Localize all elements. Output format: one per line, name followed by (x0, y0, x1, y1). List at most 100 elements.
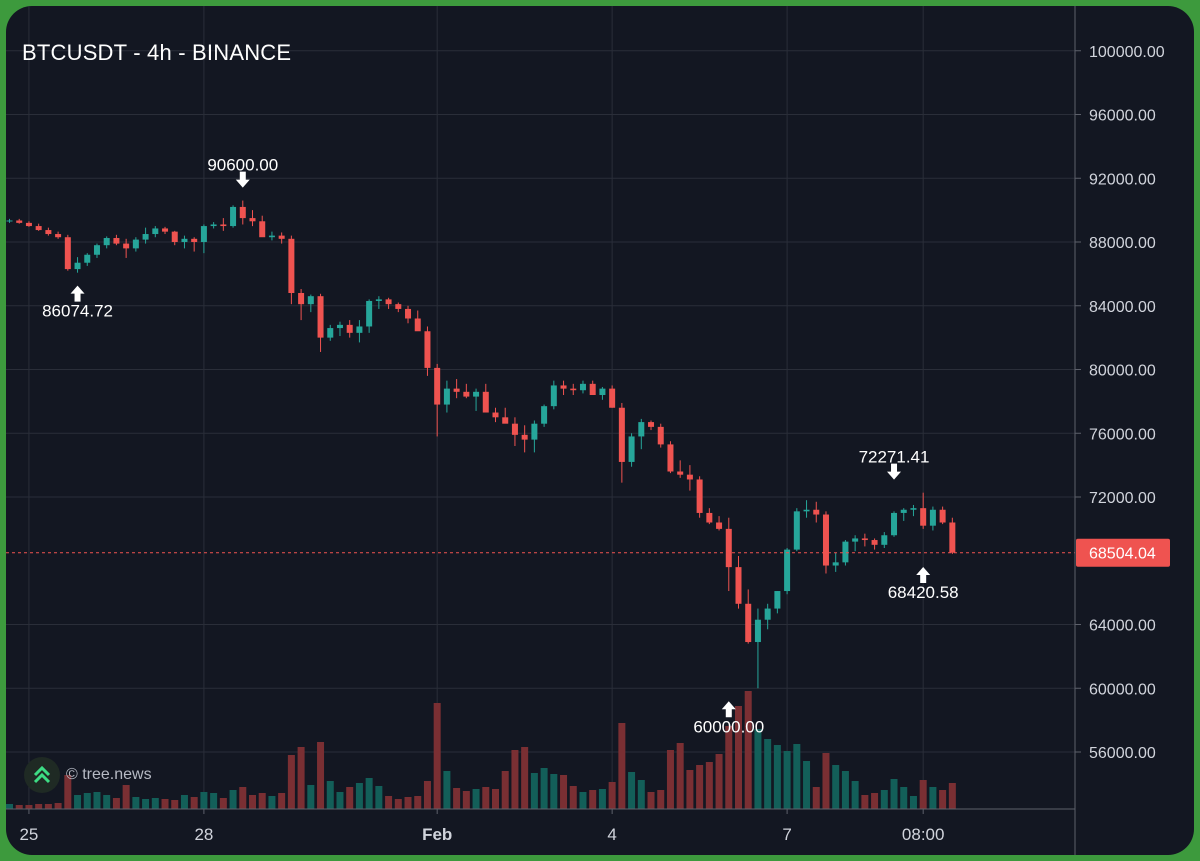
candle-body (288, 238, 295, 293)
candle-body (511, 423, 518, 435)
candle (842, 540, 849, 566)
candle (6, 218, 13, 223)
candle-body (609, 388, 616, 408)
annotation-label: 60000.00 (693, 717, 764, 736)
volume-bar (307, 785, 315, 809)
candle-body (560, 385, 567, 389)
candle-body (764, 608, 771, 620)
candle-body (336, 324, 343, 329)
candle (113, 234, 120, 246)
candle (502, 407, 509, 424)
candle-body (191, 238, 198, 242)
volume-bar (657, 790, 665, 809)
volume-bar (15, 805, 23, 809)
candle (579, 380, 586, 394)
candle (366, 299, 373, 333)
candle (93, 243, 100, 258)
x-tick-label: 28 (194, 825, 213, 844)
candle-body (453, 388, 460, 392)
watermark: © tree.news (24, 756, 152, 794)
candle-body (356, 326, 363, 333)
volume-bar (851, 781, 859, 809)
candle-body (861, 538, 868, 541)
chart-title: BTCUSDT - 4h - BINANCE (22, 40, 292, 65)
candle (123, 238, 130, 258)
candle (716, 516, 723, 531)
candle (813, 501, 820, 523)
candle-body (784, 549, 791, 592)
candle (443, 380, 450, 413)
candle (191, 237, 198, 252)
volume-bar (54, 803, 62, 809)
candle (132, 237, 139, 252)
volume-bar (64, 775, 72, 809)
volume-bar (287, 755, 295, 809)
candle-body (259, 221, 266, 238)
candle-body (307, 296, 314, 305)
candlestick-chart[interactable]: 90600.00 86074.72 72271.41 68420.58 60000.00… (6, 6, 1194, 855)
candle-body (716, 522, 723, 529)
volume-bar (628, 772, 636, 809)
grid-lines (6, 6, 1075, 809)
candle (550, 380, 557, 410)
volume-bar (394, 799, 402, 809)
candle-body (346, 324, 353, 333)
candle-body (521, 434, 528, 440)
candle-body (84, 254, 91, 263)
volume-bar (44, 804, 52, 809)
volume-bar (122, 785, 130, 809)
candle (181, 235, 188, 249)
candle-body (35, 226, 42, 231)
candle-body (745, 603, 752, 643)
y-tick-label: 96000.00 (1089, 108, 1156, 125)
volume-bar (462, 791, 470, 809)
candle (686, 465, 693, 491)
annotation-label: 86074.72 (42, 302, 113, 321)
candle-body (249, 218, 256, 222)
volume-bar (579, 792, 587, 809)
volume-bar (676, 743, 684, 809)
price-annotation: 72271.41 (859, 448, 929, 480)
candle (638, 418, 645, 450)
candle-body (949, 522, 956, 553)
candle-body (64, 237, 71, 270)
candle (103, 236, 110, 249)
candle (171, 230, 178, 246)
candle-body (55, 234, 62, 238)
annotation-arrow-icon (235, 171, 250, 188)
volume-bar (560, 775, 568, 809)
volume-bar (142, 799, 150, 809)
volume-bar (735, 706, 742, 809)
candle-body (327, 328, 334, 338)
candle-body (754, 619, 761, 643)
candle (492, 407, 499, 423)
volume-bar (725, 726, 733, 809)
volume-bar (229, 790, 237, 809)
candle-body (793, 511, 800, 550)
candle (793, 508, 800, 552)
candle-body (132, 239, 139, 249)
candle-body (774, 591, 781, 609)
y-tick-label: 100000.00 (1089, 44, 1165, 61)
candle (152, 226, 159, 238)
candle (599, 387, 606, 400)
candle-body (210, 224, 217, 227)
candle (395, 302, 402, 313)
candle (64, 234, 71, 271)
candle (618, 402, 625, 483)
volume-bar (132, 797, 140, 809)
volume-bar (900, 787, 908, 809)
volume-bar (385, 796, 393, 809)
candle (511, 417, 518, 446)
candle-body (871, 540, 878, 545)
candle (249, 210, 256, 227)
candle-body (45, 230, 52, 235)
candle (900, 508, 907, 521)
candle (45, 227, 52, 236)
candle-body (317, 296, 324, 338)
volume-bar (832, 765, 840, 809)
candle (871, 538, 878, 550)
candle-body (599, 388, 606, 395)
volume-bar (540, 768, 548, 809)
candle-body (570, 388, 577, 391)
